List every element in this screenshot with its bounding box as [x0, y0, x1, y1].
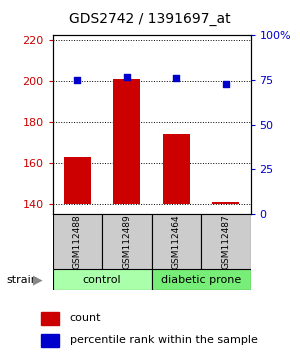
Point [224, 81, 228, 86]
Bar [201, 214, 250, 269]
Bar [113, 79, 140, 204]
Text: diabetic prone: diabetic prone [161, 275, 241, 285]
Text: control: control [83, 275, 121, 285]
Bar [152, 214, 201, 269]
Bar [212, 202, 239, 204]
Bar [40, 334, 59, 347]
Bar [64, 156, 91, 204]
Point [124, 74, 129, 79]
Text: GSM112488: GSM112488 [73, 214, 82, 269]
Bar [163, 134, 190, 204]
Text: GDS2742 / 1391697_at: GDS2742 / 1391697_at [69, 12, 231, 26]
Text: GSM112464: GSM112464 [172, 214, 181, 269]
Bar [102, 214, 152, 269]
Text: GSM112489: GSM112489 [122, 214, 131, 269]
Bar [40, 312, 59, 325]
Bar [52, 269, 152, 290]
Text: ▶: ▶ [33, 274, 42, 287]
Text: percentile rank within the sample: percentile rank within the sample [70, 335, 257, 345]
Text: strain: strain [6, 275, 38, 285]
Text: GSM112487: GSM112487 [221, 214, 230, 269]
Bar [52, 214, 102, 269]
Point [75, 77, 80, 83]
Bar [152, 269, 250, 290]
Text: count: count [70, 313, 101, 323]
Point [174, 75, 179, 81]
